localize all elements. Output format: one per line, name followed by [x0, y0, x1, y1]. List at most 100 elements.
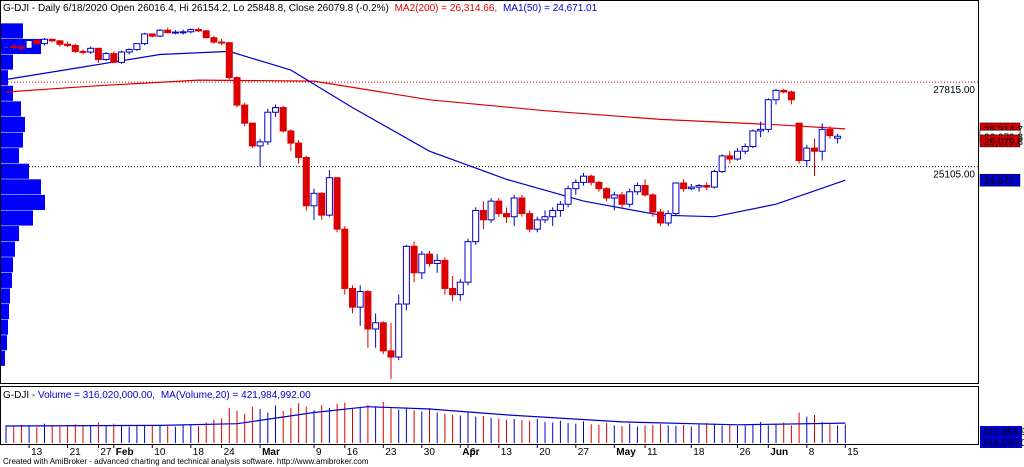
x-tick-label: Apr	[462, 447, 479, 458]
candle-body	[541, 216, 549, 221]
candle-body	[749, 130, 757, 148]
candle-body	[33, 40, 41, 45]
candle-body	[272, 107, 279, 113]
candle-body	[387, 350, 395, 358]
candle-body	[826, 128, 834, 137]
candle-body	[610, 194, 618, 199]
candle-body	[772, 89, 780, 101]
price-marker-label: 27815.00	[933, 85, 975, 96]
candle-body	[210, 37, 218, 43]
candle-body	[2, 45, 10, 49]
volume-profile-bar	[1, 210, 33, 226]
volume-profile-bar	[1, 335, 7, 351]
candle-body	[564, 188, 572, 205]
volume-ma-line	[5, 406, 846, 427]
candle-body	[672, 182, 680, 215]
vol-header-ma: MA(Volume,20) = 421,984,992.00	[161, 390, 311, 401]
x-tick-label: 16	[347, 447, 359, 458]
candle-body	[780, 89, 788, 93]
candle-body	[395, 303, 403, 358]
volume-header: G-DJI - Volume = 316,020,000.00, MA(Volu…	[3, 390, 311, 401]
x-tick-label: 9	[316, 447, 322, 458]
x-tick-label: 20	[539, 447, 551, 458]
volume-profile-bar	[1, 23, 23, 39]
candle-body	[287, 130, 295, 144]
candle-body	[726, 155, 734, 160]
candle-body	[518, 197, 526, 215]
candle-body	[703, 185, 711, 188]
candle-body	[310, 192, 318, 207]
candle-body	[441, 259, 449, 289]
volume-profile-bar	[1, 226, 19, 242]
candle-body	[325, 177, 333, 216]
candle-body	[133, 43, 141, 51]
vol-header-symbol: G-DJI	[3, 390, 29, 401]
right-axis-tag	[979, 173, 1021, 187]
volume-profile-bar	[1, 179, 41, 195]
candle-body	[171, 31, 179, 34]
volume-profile-bar	[1, 148, 19, 164]
x-tick-label: Mar	[262, 447, 280, 458]
candle-body	[25, 40, 33, 49]
volume-profile-bar	[1, 304, 9, 320]
candle-body	[372, 322, 380, 330]
candle-body	[764, 99, 772, 130]
candle-body	[94, 47, 102, 61]
price-panel-border	[0, 0, 979, 384]
candle-body	[364, 291, 372, 330]
x-tick-label: 18	[693, 447, 705, 458]
candle-body	[302, 156, 310, 207]
candle-body	[633, 185, 641, 193]
candle-body	[533, 219, 541, 230]
candle-body	[379, 322, 387, 352]
candle-body	[341, 228, 349, 289]
x-tick-label: May	[616, 447, 636, 458]
candlesticks	[2, 27, 842, 379]
x-tick-label: 11	[647, 447, 658, 458]
candle-body	[549, 209, 557, 218]
candle-body	[79, 50, 87, 53]
x-tick-label: 13	[501, 447, 513, 458]
candle-body	[156, 29, 164, 37]
candle-body	[71, 44, 79, 52]
moving-averages	[5, 50, 846, 218]
candle-body	[295, 142, 303, 158]
volume-profile-bar	[1, 350, 5, 366]
candle-body	[657, 211, 664, 224]
candle-body	[664, 213, 672, 224]
candle-body	[818, 128, 826, 152]
candle-body	[811, 147, 818, 152]
volume-profile-bar	[1, 257, 13, 273]
candle-body	[218, 41, 226, 44]
candle-body	[580, 175, 587, 183]
x-tick-label: 8	[809, 447, 815, 458]
candle-body	[356, 291, 364, 308]
candle-body	[603, 188, 611, 199]
candle-body	[187, 29, 195, 33]
candle-body	[510, 197, 518, 218]
volume-profile-bar	[1, 319, 8, 335]
candle-body	[102, 53, 110, 61]
candle-body	[110, 53, 118, 63]
candle-body	[56, 40, 64, 45]
candle-body	[595, 181, 603, 190]
candle-body	[526, 213, 534, 230]
x-tick-label: 15	[847, 447, 859, 458]
volume-profile-bar	[1, 101, 21, 117]
candle-body	[449, 287, 457, 296]
x-tick-label: 6	[470, 447, 476, 458]
candle-body	[618, 194, 626, 205]
candle-body	[795, 122, 803, 162]
volume-profile-bar	[1, 54, 13, 70]
volume-tag-label: 421,984,9	[982, 427, 1024, 438]
right-axis-tags: 26,314.726,079.826,079.824,671	[979, 122, 1023, 187]
x-tick-label: Feb	[116, 447, 134, 458]
candle-body	[179, 31, 187, 34]
candle-body	[264, 111, 272, 143]
ma50-line	[5, 50, 846, 218]
candle-body	[741, 146, 749, 152]
candle-body	[687, 186, 695, 190]
x-tick-label: 27	[100, 447, 112, 458]
candle-body	[495, 200, 503, 215]
